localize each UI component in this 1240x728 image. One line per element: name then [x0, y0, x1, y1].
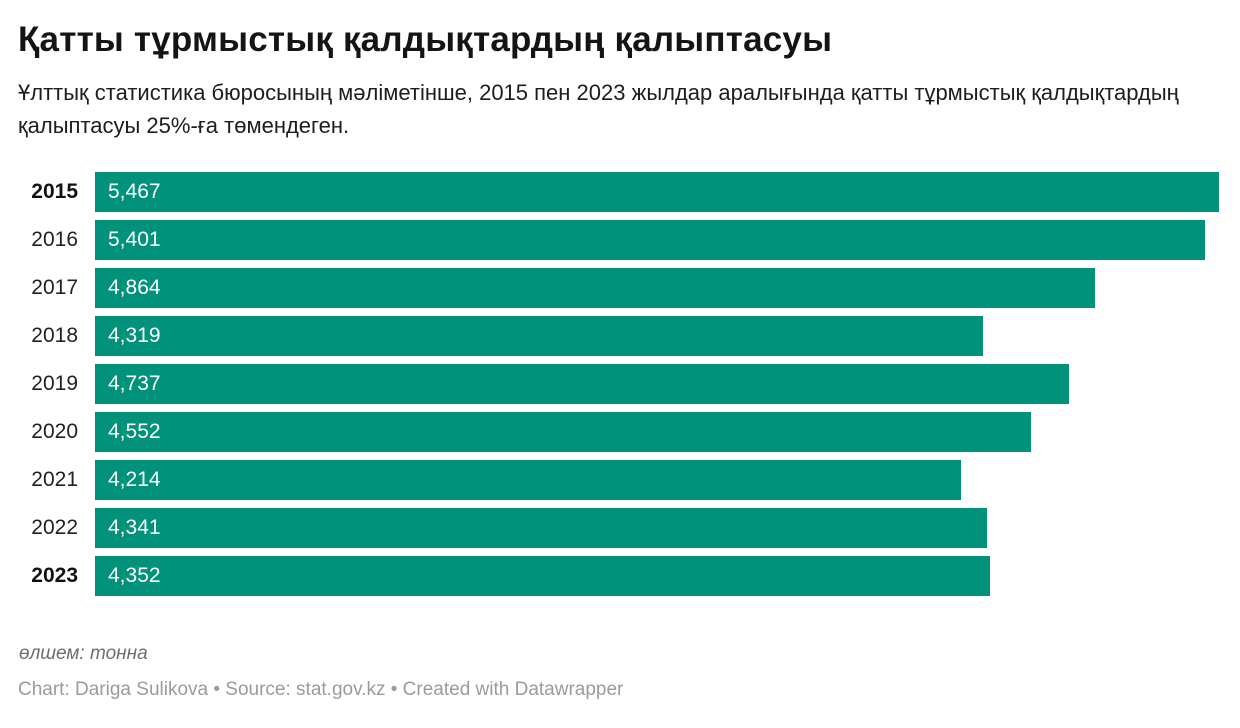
- bar: 4,214: [95, 460, 962, 501]
- chart-row: 2015 5,467: [18, 172, 1219, 213]
- chart-row: 2023 4,352: [18, 556, 1219, 597]
- bar: 4,319: [95, 316, 983, 357]
- year-label: 2019: [31, 372, 78, 396]
- value-label: 4,864: [108, 276, 161, 300]
- value-label: 4,341: [108, 516, 161, 540]
- year-label: 2015: [31, 180, 78, 204]
- bar-chart: 2015 5,467 2016 5,401 2017 4,864 2018 4,319 2019…: [18, 172, 1219, 597]
- chart-row: 2022 4,341: [18, 508, 1219, 549]
- bar-track: 4,319: [95, 316, 1219, 357]
- value-label: 5,401: [108, 228, 161, 252]
- year-label: 2023: [31, 564, 78, 588]
- year-label: 2017: [31, 276, 78, 300]
- year-label: 2016: [31, 228, 78, 252]
- chart-row: 2018 4,319: [18, 316, 1219, 357]
- bar: 4,552: [95, 412, 1031, 453]
- bar-track: 4,552: [95, 412, 1219, 453]
- year-label: 2018: [31, 324, 78, 348]
- bar-track: 4,352: [95, 556, 1219, 597]
- value-label: 4,737: [108, 372, 161, 396]
- chart-row: 2021 4,214: [18, 460, 1219, 501]
- chart-row: 2019 4,737: [18, 364, 1219, 405]
- bar-track: 5,467: [95, 172, 1219, 213]
- bar: 5,467: [95, 172, 1219, 213]
- bar-track: 4,341: [95, 508, 1219, 549]
- year-label: 2021: [31, 468, 78, 492]
- value-label: 4,552: [108, 420, 161, 444]
- bar-track: 4,737: [95, 364, 1219, 405]
- chart-title: Қатты тұрмыстық қалдықтардың қалыптасуы: [18, 20, 833, 59]
- value-label: 4,352: [108, 564, 161, 588]
- year-label: 2020: [31, 420, 78, 444]
- bar: 5,401: [95, 220, 1206, 261]
- value-label: 5,467: [108, 180, 161, 204]
- value-label: 4,214: [108, 468, 161, 492]
- bar: 4,352: [95, 556, 990, 597]
- chart-row: 2020 4,552: [18, 412, 1219, 453]
- chart-row: 2017 4,864: [18, 268, 1219, 309]
- bar-track: 4,864: [95, 268, 1219, 309]
- year-label: 2022: [31, 516, 78, 540]
- bar-track: 5,401: [95, 220, 1219, 261]
- value-label: 4,319: [108, 324, 161, 348]
- bar: 4,341: [95, 508, 988, 549]
- bar: 4,864: [95, 268, 1096, 309]
- chart-subtitle: Ұлттық статистика бюросының мәліметінше,…: [18, 80, 1179, 139]
- chart-row: 2016 5,401: [18, 220, 1219, 261]
- bar: 4,737: [95, 364, 1069, 405]
- credit-line: Chart: Dariga Sulikova • Source: stat.go…: [18, 679, 624, 701]
- bar-track: 4,214: [95, 460, 1219, 501]
- unit-note: өлшем: тонна: [19, 643, 148, 665]
